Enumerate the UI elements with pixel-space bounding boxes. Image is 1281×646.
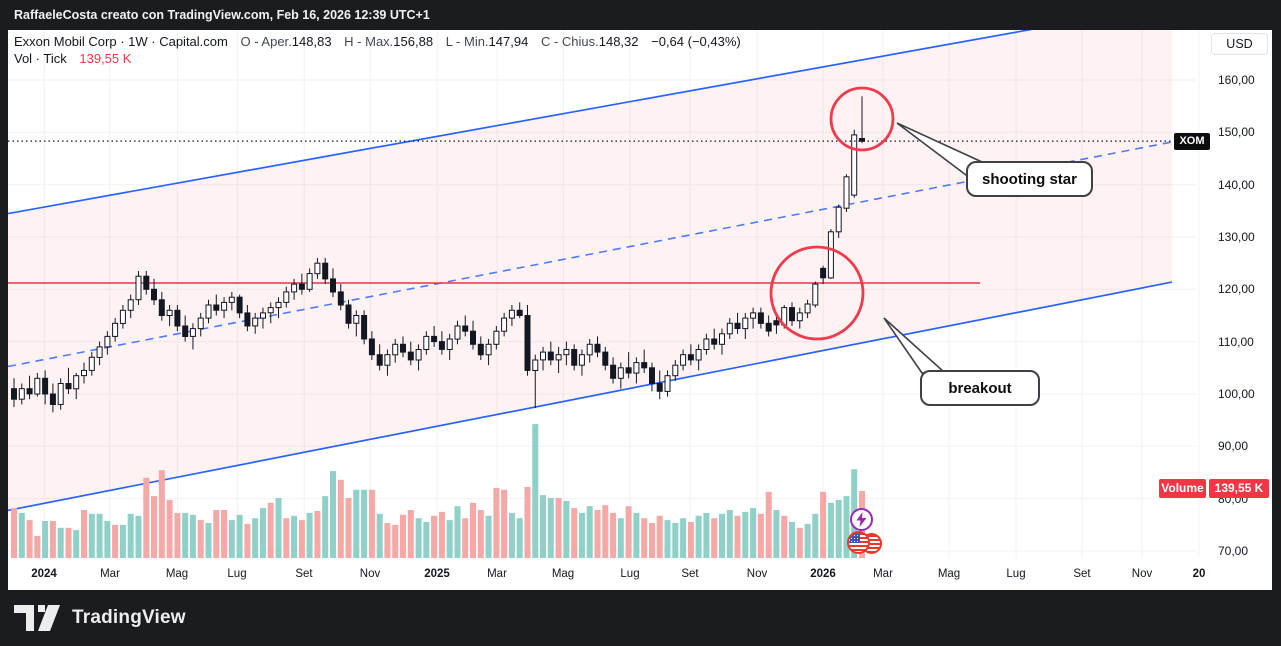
time-axis-label: Nov [746,568,768,580]
volume-badge-label: Volume [1159,479,1206,498]
price-axis-label: 130,00 [1218,230,1255,244]
top-bar: RaffaeleCosta creato con TradingView.com… [0,0,1281,30]
close-value: 148,32 [598,34,639,49]
time-axis-label: Mar [487,568,507,580]
price-axis-label: 150,00 [1218,125,1255,139]
time-axis-label: Nov [1131,568,1153,580]
high-value: 156,88 [393,34,434,49]
time-axis-label: Set [681,568,699,580]
time-axis-label: 20 [1192,568,1206,580]
symbol-title: Exxon Mobil Corp · 1W · Capital.com [14,34,228,49]
usd-button[interactable]: USD [1211,33,1268,55]
price-axis-label: 120,00 [1218,282,1255,296]
us-flag-canton [850,534,860,543]
callout-shooting-star: shooting star [966,161,1093,197]
price-axis-label: 160,00 [1218,73,1255,87]
price-axis-label: 140,00 [1218,178,1255,192]
volume-study-label: Vol · Tick [14,51,67,66]
price-axis-label: 100,00 [1218,387,1255,401]
low-value: 147,94 [488,34,529,49]
open-label: O - Aper. [240,34,292,49]
time-axis-label: 2025 [424,568,450,580]
top-bar-title: RaffaeleCosta creato con TradingView.com… [14,8,430,22]
shooting-star-text: shooting star [981,170,1077,188]
open-value: 148,83 [291,34,332,49]
time-axis-label: Set [295,568,313,580]
price-axis-label: 110,00 [1218,335,1254,349]
xom-price-label: XOM [1174,133,1210,150]
us-flag-icon[interactable] [847,531,870,554]
time-axis-label: Set [1073,568,1091,580]
breakout-text: breakout [948,379,1012,397]
time-axis-label: Nov [359,568,381,580]
time-axis-label: Mag [937,568,961,580]
volume-badge-label-text: Volume [1161,481,1204,495]
low-label: L - Min. [445,34,489,49]
xom-ticker-text: XOM [1179,135,1205,147]
volume-header: Vol · Tick 139,55 K [14,51,131,66]
time-axis-label: Lug [620,568,640,580]
lightning-bolt-glyph [856,512,867,527]
time-axis-label: 2024 [31,568,57,580]
tradingview-logo-text[interactable]: TradingView [72,607,186,628]
tradingview-logo-icon[interactable] [14,604,62,632]
lightning-icon[interactable] [850,508,873,531]
high-label: H - Max. [344,34,394,49]
price-axis-label: 90,00 [1218,439,1249,453]
time-axis-label: Lug [1006,568,1026,580]
price-chart-svg[interactable] [8,30,1272,560]
time-axis-label: Mar [100,568,120,580]
symbol-header: Exxon Mobil Corp · 1W · Capital.com O - … [14,34,741,49]
chart-canvas: Exxon Mobil Corp · 1W · Capital.com O - … [8,30,1272,590]
time-axis-label: Lug [227,568,247,580]
currency-label: USD [1226,37,1253,51]
time-axis-label: Mag [551,568,575,580]
time-axis-label: Mag [165,568,189,580]
volume-badge-value-text: 139,55 K [1214,481,1264,495]
time-axis-label: 2026 [810,568,836,580]
time-axis-label: Mar [873,568,893,580]
footer: TradingView [0,590,1281,646]
volume-study-value: 139,55 K [79,51,132,66]
volume-badge-value: 139,55 K [1209,479,1269,498]
close-label: C - Chius. [540,34,599,49]
change-value: −0,64 (−0,43%) [651,34,741,49]
callout-breakout: breakout [920,370,1040,406]
price-axis-label: 70,00 [1218,544,1249,558]
